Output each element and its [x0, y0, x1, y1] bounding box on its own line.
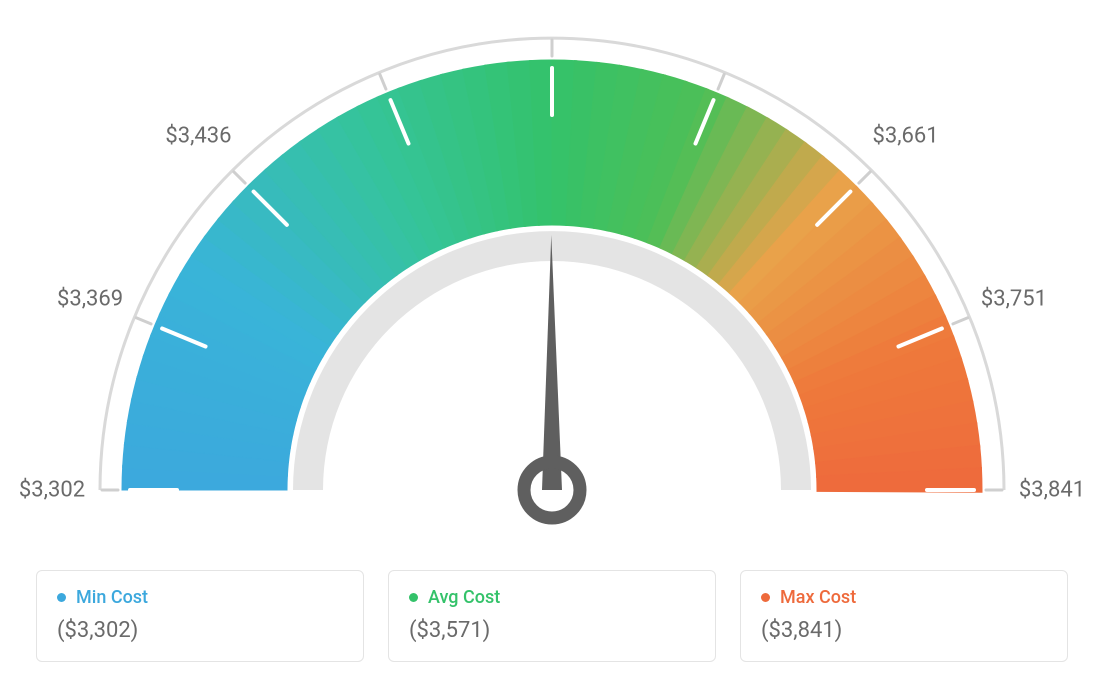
gauge-svg — [0, 0, 1104, 550]
min-cost-card: Min Cost ($3,302) — [36, 570, 364, 662]
gauge-tick-label: $3,751 — [981, 286, 1047, 311]
summary-cards-row: Min Cost ($3,302) Avg Cost ($3,571) Max … — [36, 570, 1068, 662]
avg-cost-dot-icon — [409, 593, 418, 602]
avg-cost-value: ($3,571) — [409, 618, 695, 643]
max-cost-value: ($3,841) — [761, 618, 1047, 643]
avg-cost-header: Avg Cost — [409, 587, 695, 608]
gauge-tick-label: $3,369 — [57, 286, 123, 311]
gauge-tick-label: $3,302 — [19, 478, 85, 503]
avg-cost-card: Avg Cost ($3,571) — [388, 570, 716, 662]
gauge-tick-label: $3,436 — [165, 124, 231, 149]
max-cost-label: Max Cost — [780, 587, 856, 608]
min-cost-label: Min Cost — [76, 587, 148, 608]
max-cost-card: Max Cost ($3,841) — [740, 570, 1068, 662]
gauge-tick-label: $3,841 — [1019, 478, 1085, 503]
gauge-chart: $3,302 $3,369 $3,436 $3,571 $3,661 $3,751 $3,8… — [0, 0, 1104, 550]
gauge-tick-label: $3,661 — [872, 124, 938, 149]
min-cost-value: ($3,302) — [57, 618, 343, 643]
cost-gauge-widget: $3,302 $3,369 $3,436 $3,571 $3,661 $3,751 $3,8… — [0, 0, 1104, 690]
min-cost-header: Min Cost — [57, 587, 343, 608]
gauge-tick-label: $3,571 — [519, 0, 585, 3]
min-cost-dot-icon — [57, 593, 66, 602]
avg-cost-label: Avg Cost — [428, 587, 500, 608]
max-cost-header: Max Cost — [761, 587, 1047, 608]
max-cost-dot-icon — [761, 593, 770, 602]
